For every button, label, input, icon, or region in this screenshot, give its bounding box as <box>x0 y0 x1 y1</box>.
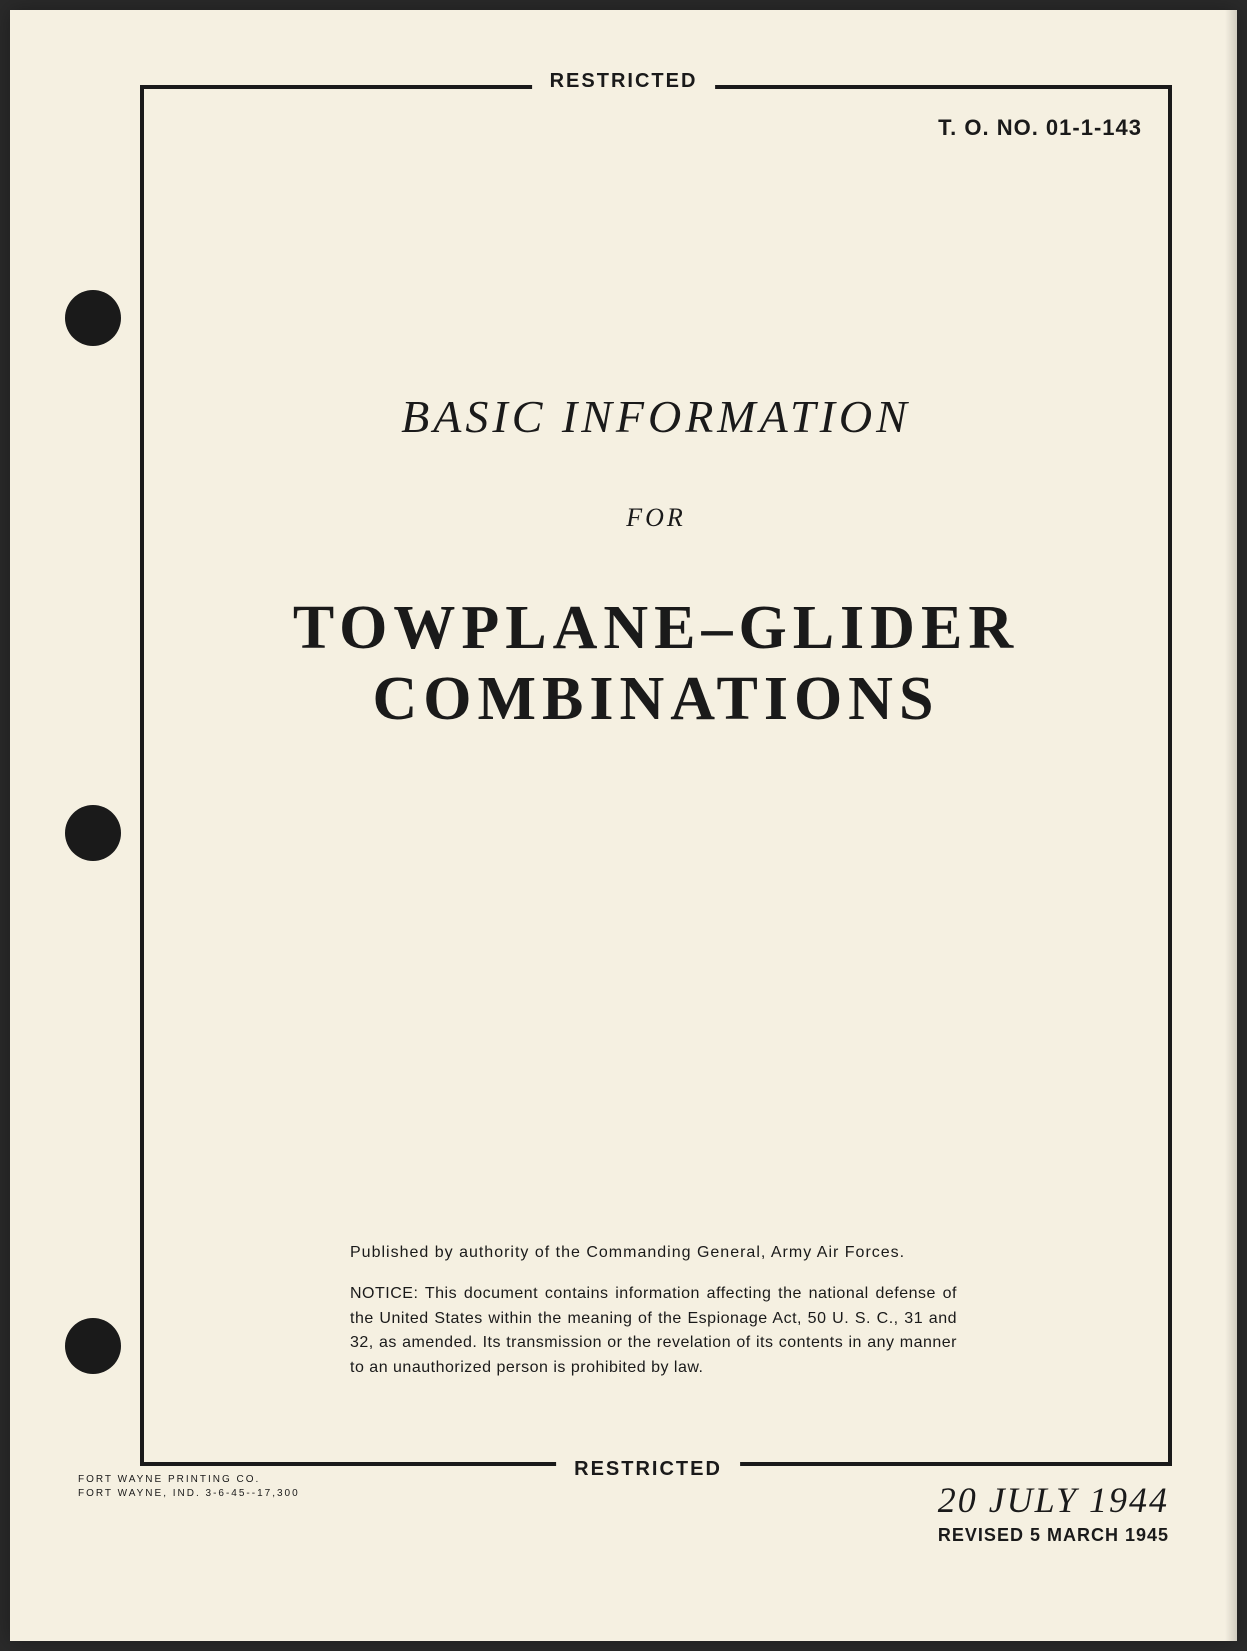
document-page: RESTRICTED RESTRICTED T. O. NO. 01-1-143… <box>10 10 1237 1641</box>
page-edge-shadow <box>1225 10 1237 1641</box>
notice-text: NOTICE: This document contains informati… <box>350 1282 957 1381</box>
printer-line-2: FORT WAYNE, IND. 3-6-45--17,300 <box>78 1487 300 1501</box>
classification-label-top: RESTRICTED <box>532 70 716 93</box>
punch-hole <box>65 290 121 346</box>
notice-block: Published by authority of the Commanding… <box>350 1241 957 1381</box>
published-by-text: Published by authority of the Commanding… <box>350 1241 957 1266</box>
date-block: 20 JULY 1944 REVISED 5 MARCH 1945 <box>938 1479 1169 1546</box>
title-line-1: BASIC INFORMATION <box>140 390 1172 443</box>
classification-label-bottom: RESTRICTED <box>556 1458 740 1481</box>
technical-order-number: T. O. NO. 01-1-143 <box>938 115 1142 141</box>
printer-line-1: FORT WAYNE PRINTING CO. <box>78 1473 300 1487</box>
title-line-2: FOR <box>140 503 1172 533</box>
punch-hole <box>65 805 121 861</box>
date-revised: REVISED 5 MARCH 1945 <box>938 1525 1169 1546</box>
title-line-3: TOWPLANE–GLIDER <box>293 594 1019 662</box>
punch-hole <box>65 1318 121 1374</box>
date-main: 20 JULY 1944 <box>938 1479 1169 1521</box>
title-line-4: COMBINATIONS <box>373 665 940 733</box>
printer-info: FORT WAYNE PRINTING CO. FORT WAYNE, IND.… <box>78 1473 300 1501</box>
title-block: BASIC INFORMATION FOR TOWPLANE–GLIDER CO… <box>140 390 1172 736</box>
title-main: TOWPLANE–GLIDER COMBINATIONS <box>140 593 1172 736</box>
